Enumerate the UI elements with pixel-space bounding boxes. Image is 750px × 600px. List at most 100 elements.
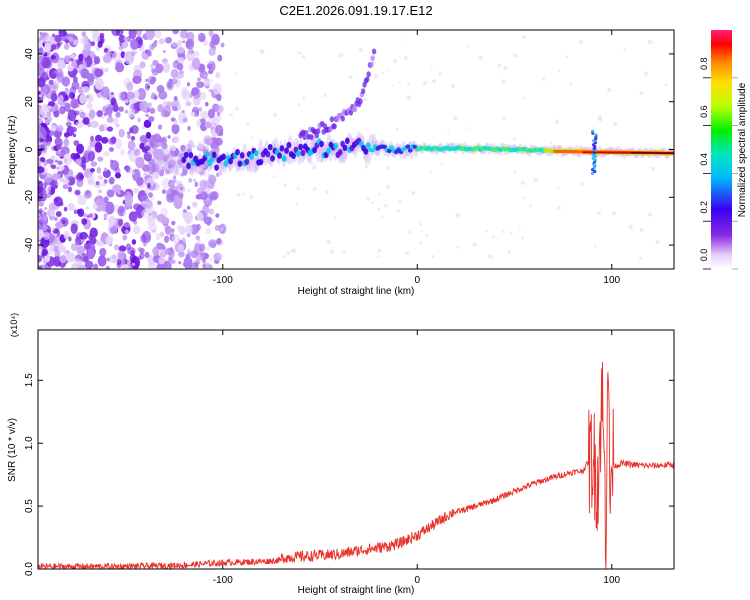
noise-blob: [89, 227, 98, 239]
noise-blob: [185, 253, 191, 259]
noise-blob: [38, 229, 45, 240]
noise-blob: [150, 63, 154, 69]
noise-blob: [76, 245, 85, 256]
spike-blob: [590, 129, 595, 133]
noise-blob: [89, 168, 95, 173]
noise-blob: [123, 36, 128, 42]
spike-blob: [591, 156, 595, 160]
trace-core: [300, 149, 306, 157]
noise-blob: [147, 192, 153, 198]
noise-blob: [76, 175, 80, 180]
branch-blob: [365, 76, 370, 83]
noise-blob: [191, 144, 196, 148]
noise-blob: [154, 30, 162, 39]
trace-core: [407, 148, 413, 153]
noise-blob: [204, 253, 210, 259]
noise-blob: [67, 109, 77, 122]
noise-blob: [103, 217, 107, 220]
faint-blob: [236, 192, 241, 198]
spectrogram-xlabel: Height of straight line (km): [298, 286, 415, 297]
trace-core: [342, 144, 348, 152]
faint-blob: [312, 186, 317, 191]
noise-blob: [144, 83, 151, 91]
noise-blob: [208, 239, 217, 248]
faint-blob: [377, 207, 381, 211]
noise-blob: [64, 31, 68, 36]
noise-blob: [72, 76, 78, 83]
faint-blob: [371, 201, 375, 204]
noise-blob: [38, 37, 42, 43]
noise-blob: [170, 259, 176, 265]
faint-blob: [237, 157, 242, 161]
noise-blob: [190, 250, 198, 259]
noise-blob: [70, 243, 79, 252]
noise-blob: [145, 131, 152, 139]
noise-blob: [217, 54, 223, 62]
trace-core: [181, 156, 187, 164]
spectrogram-xtick-label: -100: [213, 275, 233, 286]
noise-blob: [74, 189, 81, 196]
faint-blob: [554, 119, 560, 124]
trace-halo: [174, 158, 179, 175]
faint-blob: [208, 257, 214, 262]
trace-core: [279, 145, 285, 152]
noise-blob: [64, 39, 70, 44]
noise-blob: [171, 145, 177, 152]
noise-blob: [86, 102, 93, 110]
noise-blob: [106, 189, 115, 198]
faint-blob: [648, 212, 653, 217]
noise-blob: [181, 237, 186, 244]
faint-blob: [212, 134, 217, 138]
noise-blob: [87, 150, 96, 162]
noise-blob: [52, 245, 60, 252]
noise-blob: [204, 101, 209, 107]
noise-blob: [56, 42, 61, 48]
noise-blob: [70, 223, 78, 234]
noise-blob: [94, 141, 103, 153]
noise-blob: [208, 174, 217, 185]
trace-core: [221, 153, 226, 160]
faint-blob: [597, 115, 602, 120]
noise-blob: [38, 94, 42, 98]
noise-blob: [57, 151, 61, 155]
noise-blob: [187, 188, 191, 193]
faint-blob: [655, 155, 658, 159]
noise-blob: [118, 128, 125, 138]
faint-blob: [203, 74, 207, 78]
branch-blob: [360, 88, 366, 95]
colorbar-label: Normalized spectral amplitude: [737, 82, 748, 217]
faint-blob: [377, 248, 382, 253]
noise-blob: [173, 196, 183, 210]
noise-blob: [103, 179, 108, 184]
snr-xtick-label: 100: [603, 575, 620, 586]
noise-blob: [175, 46, 185, 54]
faint-blob: [385, 184, 390, 190]
noise-blob: [145, 113, 149, 118]
noise-blob: [63, 230, 70, 240]
noise-blob: [185, 40, 195, 50]
trace-core: [183, 151, 189, 159]
faint-blob: [652, 41, 655, 44]
noise-blob: [181, 109, 185, 113]
colorbar-gradient: [711, 30, 732, 269]
noise-blob: [79, 231, 88, 240]
faint-blob: [245, 122, 250, 127]
noise-blob: [155, 63, 164, 74]
branch-blob: [329, 116, 335, 123]
noise-blob: [115, 138, 123, 149]
noise-blob: [57, 245, 67, 252]
faint-blob: [430, 68, 434, 72]
trace-core: [295, 150, 301, 157]
faint-blob: [529, 204, 532, 207]
faint-blob: [455, 213, 460, 218]
branch-blob: [316, 128, 321, 135]
noise-blob: [124, 194, 133, 208]
noise-blob: [202, 257, 206, 264]
noise-blob: [52, 173, 60, 181]
branch-blob: [340, 115, 345, 122]
noise-blob: [97, 189, 103, 194]
noise-blob: [82, 117, 90, 125]
noise-blob: [137, 247, 142, 252]
noise-blob: [72, 258, 81, 267]
faint-blob: [638, 256, 643, 261]
